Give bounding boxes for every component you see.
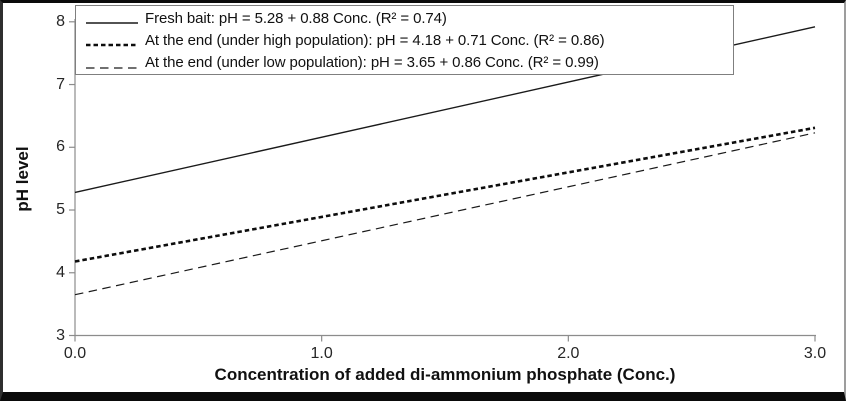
legend-row-end-low-population: At the end (under low population): pH = … [86,52,733,74]
y-tick-label: 7 [56,75,65,93]
x-tick-label: 1.0 [310,344,333,362]
legend-label: Fresh bait: pH = 5.28 + 0.88 Conc. (R² =… [145,9,447,27]
y-tick-label: 5 [56,201,65,219]
y-tick-label: 4 [56,263,65,281]
solid-line-swatch-icon [86,14,138,24]
x-tick-label: 2.0 [557,344,580,362]
legend-label: At the end (under low population): pH = … [145,54,599,72]
legend-label: At the end (under high population): pH =… [145,31,605,49]
legend: Fresh bait: pH = 5.28 + 0.88 Conc. (R² =… [75,5,734,75]
x-axis-title: Concentration of added di-ammonium phosp… [214,365,676,384]
y-tick-label: 6 [56,138,65,156]
thin-dashed-line-swatch-icon [86,59,138,69]
legend-row-fresh-bait: Fresh bait: pH = 5.28 + 0.88 Conc. (R² =… [86,7,733,29]
legend-row-end-high-population: At the end (under high population): pH =… [86,29,733,51]
x-tick-label: 0.0 [63,344,87,362]
y-axis-title: pH level [13,146,32,212]
bold-dashed-line-swatch-icon [86,36,138,47]
y-tick-label: 3 [56,326,65,344]
y-tick-label: 8 [56,12,65,30]
x-tick-label: 3.0 [803,344,827,362]
